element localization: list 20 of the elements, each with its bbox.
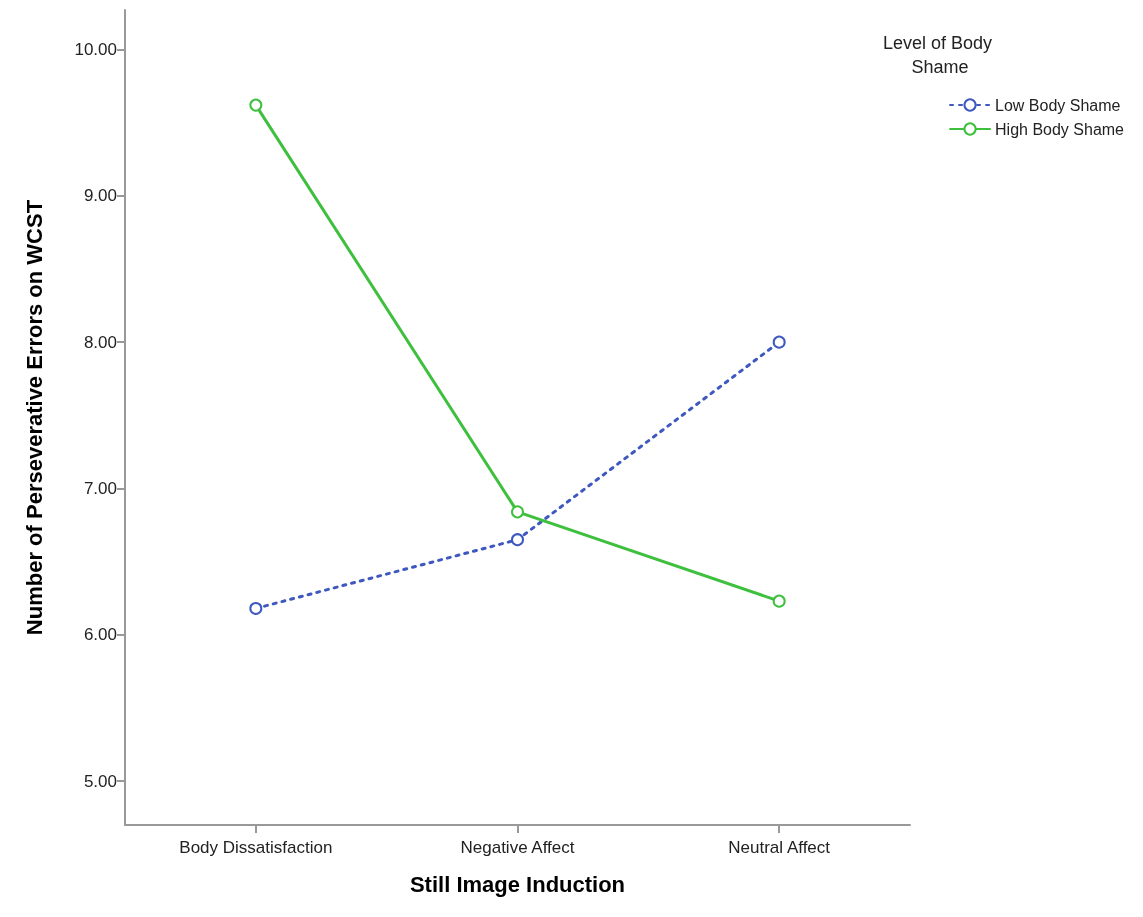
y-tick-label: 7.00 [83,478,117,498]
x-tick-label: Negative Affect [460,838,575,857]
point [249,98,263,112]
y-tick-label: 5.00 [83,771,117,791]
legend-title: Level of Body Shame [882,33,998,77]
point [772,335,786,349]
point [249,601,263,615]
y-tick-label: 9.00 [83,186,117,206]
y-tick-label: 8.00 [83,332,117,352]
x-axis-title: Still Image Induction [409,871,626,897]
legend-label: Low Body Shame [995,96,1121,114]
point [511,533,524,547]
y-tick-label: 10.00 [74,40,117,60]
legend-label: High Body Shame [995,120,1125,138]
y-tick-label: 6.00 [83,625,117,645]
point [772,594,786,608]
x-tick-label: Neutral Affect [728,838,831,857]
point [511,505,524,519]
x-tick-label: Body Dissatisfaction [179,838,333,857]
y-axis-title: Number of Perseverative Errors on WCST [21,199,47,636]
